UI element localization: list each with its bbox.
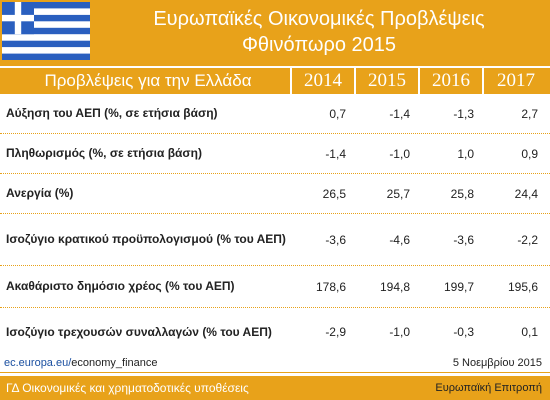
forecast-label-header: Προβλέψεις για την Ελλάδα: [0, 68, 292, 94]
row-value: -2,9: [325, 325, 346, 339]
title-line-2: Φθινόπωρο 2015: [241, 34, 397, 56]
source-path[interactable]: economy_finance: [71, 357, 158, 369]
row-value: -4,6: [389, 232, 410, 247]
row-value: 2,7: [521, 106, 538, 121]
greek-flag-svg: [2, 2, 90, 60]
publication-date: 5 Νοεμβρίου 2015: [452, 357, 542, 369]
footer-bar: ΓΔ Οικονομικές και χρηματοδοτικές υποθέσ…: [0, 376, 550, 400]
row-value: -2,2: [517, 232, 538, 247]
table-body: Αύξηση του ΑΕΠ (%, σε ετήσια βάση) 0,7 -…: [0, 94, 550, 356]
row-value: 25,8: [450, 186, 474, 201]
source-link[interactable]: ec.europa.eu/economy_finance: [4, 357, 158, 369]
row-value: 178,6: [315, 279, 346, 294]
row-value: 0,9: [521, 146, 538, 161]
row-value: -1,0: [389, 146, 410, 161]
table-row: Ακαθάριστο δημόσιο χρέος (% του ΑΕΠ) 178…: [0, 266, 550, 308]
table-row: Ανεργία (%) 26,5 25,7 25,8 24,4: [0, 174, 550, 214]
row-value: -1,0: [389, 325, 410, 339]
row-value: -0,3: [453, 325, 474, 339]
row-label: Πληθωρισμός (%, σε ετήσια βάση): [6, 146, 202, 160]
page-title: Ευρωπαϊκές Οικονομικές Προβλέψεις Φθινόπ…: [96, 6, 542, 58]
year-header-2016: 2016: [420, 68, 484, 94]
table-row: Αύξηση του ΑΕΠ (%, σε ετήσια βάση) 0,7 -…: [0, 94, 550, 134]
row-value: 199,7: [443, 279, 474, 294]
table-row: Ισοζύγιο κρατικού προϋπολογισμού (% του …: [0, 214, 550, 266]
row-value: -3,6: [325, 232, 346, 247]
row-value: 25,7: [386, 186, 410, 201]
row-value: 24,4: [514, 186, 538, 201]
row-label: Ανεργία (%): [6, 186, 74, 200]
row-value: -3,6: [453, 232, 474, 247]
row-value: 1,0: [457, 146, 474, 161]
footer-dg-label: ΓΔ Οικονομικές και χρηματοδοτικές υποθέσ…: [6, 381, 249, 395]
footer-ec-label: Ευρωπαϊκή Επιτροπή: [435, 382, 542, 394]
header-bar: Ευρωπαϊκές Οικονομικές Προβλέψεις Φθινόπ…: [0, 0, 550, 66]
row-value: 194,8: [379, 279, 410, 294]
year-header-2017: 2017: [497, 70, 535, 91]
footer-divider: [0, 372, 550, 373]
row-value: 0,7: [329, 106, 346, 121]
source-domain[interactable]: ec.europa.eu/: [4, 357, 72, 369]
row-label: Ακαθάριστο δημόσιο χρέος (% του ΑΕΠ): [6, 279, 235, 293]
row-value: 195,6: [507, 279, 538, 294]
title-line-1: Ευρωπαϊκές Οικονομικές Προβλέψεις: [153, 8, 485, 30]
table-row: Ισοζύγιο τρεχουσών συναλλαγών (% του ΑΕΠ…: [0, 308, 550, 356]
row-value: -1,3: [453, 106, 474, 121]
row-label: Ισοζύγιο τρεχουσών συναλλαγών (% του ΑΕΠ…: [6, 324, 272, 339]
table-header-row: Προβλέψεις για την Ελλάδα 2014 2015 2016…: [0, 68, 550, 94]
row-label: Αύξηση του ΑΕΠ (%, σε ετήσια βάση): [6, 106, 218, 120]
row-value: 26,5: [322, 186, 346, 201]
row-value: -1,4: [389, 106, 410, 121]
greek-flag-icon: [2, 2, 90, 60]
table-row: Πληθωρισμός (%, σε ετήσια βάση) -1,4 -1,…: [0, 134, 550, 174]
year-header-2014: 2014: [292, 68, 356, 94]
row-label: Ισοζύγιο κρατικού προϋπολογισμού (% του …: [6, 232, 286, 246]
row-value: 0,1: [521, 325, 538, 339]
row-value: -1,4: [325, 146, 346, 161]
year-header-2015: 2015: [356, 68, 420, 94]
